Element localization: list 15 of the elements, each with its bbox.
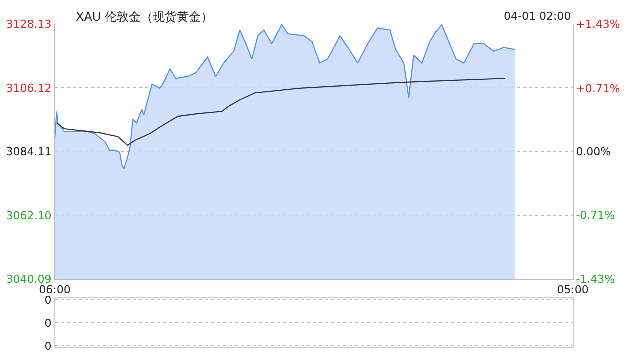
y-tick-label: 3084.11: [6, 146, 52, 159]
y2-tick-label: 0.00%: [576, 146, 612, 159]
y-tick-label: 3128.13: [6, 18, 52, 32]
x-tick-label: 05:00: [557, 284, 589, 297]
text: 0: [44, 316, 52, 330]
text: 04-01 02:00: [504, 10, 572, 23]
y-tick-label: 3062.10: [6, 209, 52, 222]
y2-tick-label: +1.43%: [576, 18, 620, 32]
y-tick-label: 3040.09: [6, 273, 52, 286]
y2-tick-label: -0.71%: [576, 209, 616, 222]
text: 0: [44, 340, 52, 353]
y-tick-label: 3106.12: [6, 82, 52, 95]
y2-tick-label: +0.71%: [576, 82, 620, 96]
y2-tick-label: -1.43%: [576, 273, 616, 286]
chart-title: XAU 伦敦金（现货黄金）: [76, 10, 214, 24]
